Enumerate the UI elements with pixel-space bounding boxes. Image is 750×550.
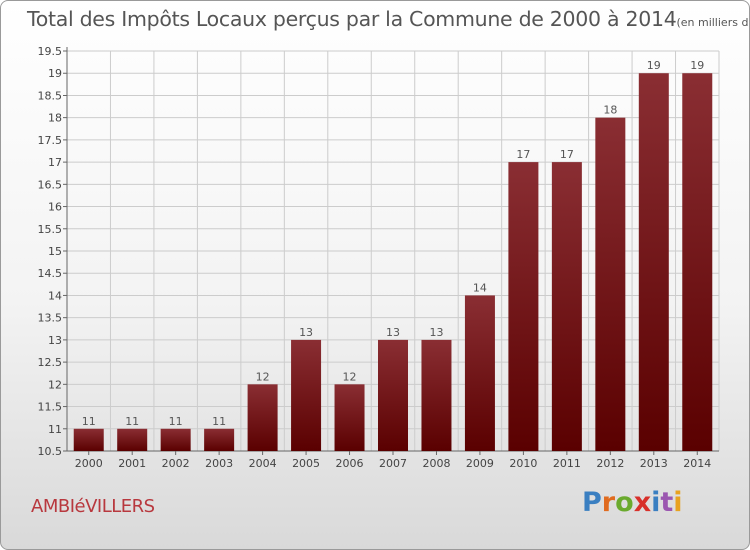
y-tick-label: 16.5 — [38, 178, 63, 191]
value-label: 12 — [256, 370, 270, 383]
value-label: 11 — [82, 415, 96, 428]
y-tick-label: 12.5 — [38, 356, 63, 369]
y-tick-label: 17 — [48, 156, 62, 169]
x-tick-label: 2008 — [422, 457, 450, 470]
y-tick-label: 12 — [48, 378, 62, 391]
y-tick-label: 17.5 — [38, 134, 63, 147]
bar-2002[interactable] — [160, 428, 191, 451]
y-tick-label: 11.5 — [38, 401, 63, 414]
value-label: 11 — [125, 415, 139, 428]
value-label: 11 — [212, 415, 226, 428]
value-label: 19 — [690, 59, 704, 72]
bar-2008[interactable] — [421, 339, 452, 451]
y-tick-label: 11 — [48, 423, 62, 436]
y-tick-label: 18.5 — [38, 89, 63, 102]
proxiti-logo[interactable]: Proxiti — [582, 487, 683, 518]
bar-2004[interactable] — [247, 384, 278, 451]
y-tick-label: 19 — [48, 67, 62, 80]
value-label: 13 — [429, 326, 443, 339]
bar-2006[interactable] — [334, 384, 365, 451]
x-tick-label: 2010 — [509, 457, 537, 470]
value-label: 18 — [603, 104, 617, 117]
labels: 11 2000 11 2001 11 2002 11 2003 12 2004 13 2005 12 20… — [75, 59, 712, 470]
y-tick-label: 14 — [48, 289, 62, 302]
bar-2014[interactable] — [682, 73, 713, 451]
logo-letter: x — [633, 487, 652, 518]
chart-title-text: Total des Impôts Locaux perçus par la Co… — [27, 7, 677, 31]
bar-2007[interactable] — [378, 339, 408, 451]
x-tick-label: 2006 — [336, 457, 364, 470]
chart-unit: (en milliers d'€) — [676, 16, 749, 29]
bar-2000[interactable] — [73, 428, 104, 451]
bar-2013[interactable] — [638, 73, 669, 451]
logo-letter: P — [582, 487, 602, 518]
logo-letter: i — [673, 487, 683, 518]
x-tick-label: 2001 — [118, 457, 146, 470]
logo-letter: r — [601, 487, 616, 518]
x-tick-label: 2013 — [640, 457, 668, 470]
chart-title: Total des Impôts Locaux perçus par la Co… — [27, 7, 749, 31]
y-tick-label: 10.5 — [38, 445, 63, 458]
bars — [73, 73, 713, 452]
bar-2010[interactable] — [508, 162, 539, 451]
value-label: 12 — [343, 370, 357, 383]
x-tick-label: 2009 — [466, 457, 494, 470]
x-tick-label: 2011 — [553, 457, 581, 470]
commune-name: AMBIéVILLERS — [31, 496, 155, 517]
value-label: 13 — [299, 326, 313, 339]
y-tick-label: 15 — [48, 245, 62, 258]
bar-2005[interactable] — [291, 339, 322, 451]
x-tick-label: 2012 — [596, 457, 624, 470]
value-label: 11 — [169, 415, 183, 428]
bar-2003[interactable] — [204, 428, 235, 451]
x-tick-label: 2007 — [379, 457, 407, 470]
bar-2001[interactable] — [117, 428, 148, 451]
x-tick-label: 2004 — [249, 457, 277, 470]
y-tick-label: 13 — [48, 334, 62, 347]
y-tick-label: 14.5 — [38, 267, 63, 280]
y-tick-label: 13.5 — [38, 312, 63, 325]
y-tick-label: 19.5 — [38, 45, 63, 58]
bar-2012[interactable] — [595, 117, 626, 452]
value-label: 19 — [647, 59, 661, 72]
x-tick-label: 2005 — [292, 457, 320, 470]
bar-2011[interactable] — [551, 162, 582, 451]
x-tick-label: 2003 — [205, 457, 233, 470]
x-tick-label: 2014 — [683, 457, 711, 470]
value-label: 17 — [560, 148, 574, 161]
x-tick-label: 2000 — [75, 457, 103, 470]
logo-letter: o — [615, 487, 634, 518]
logo-letter: i — [651, 487, 661, 518]
x-tick-label: 2002 — [162, 457, 190, 470]
y-tick-label: 18 — [48, 112, 62, 125]
bar-2009[interactable] — [464, 295, 495, 451]
value-label: 13 — [386, 326, 400, 339]
value-label: 17 — [516, 148, 530, 161]
value-label: 14 — [473, 281, 487, 294]
y-tick-label: 15.5 — [38, 223, 63, 236]
logo-letter: t — [660, 487, 674, 518]
y-tick-label: 16 — [48, 201, 62, 214]
